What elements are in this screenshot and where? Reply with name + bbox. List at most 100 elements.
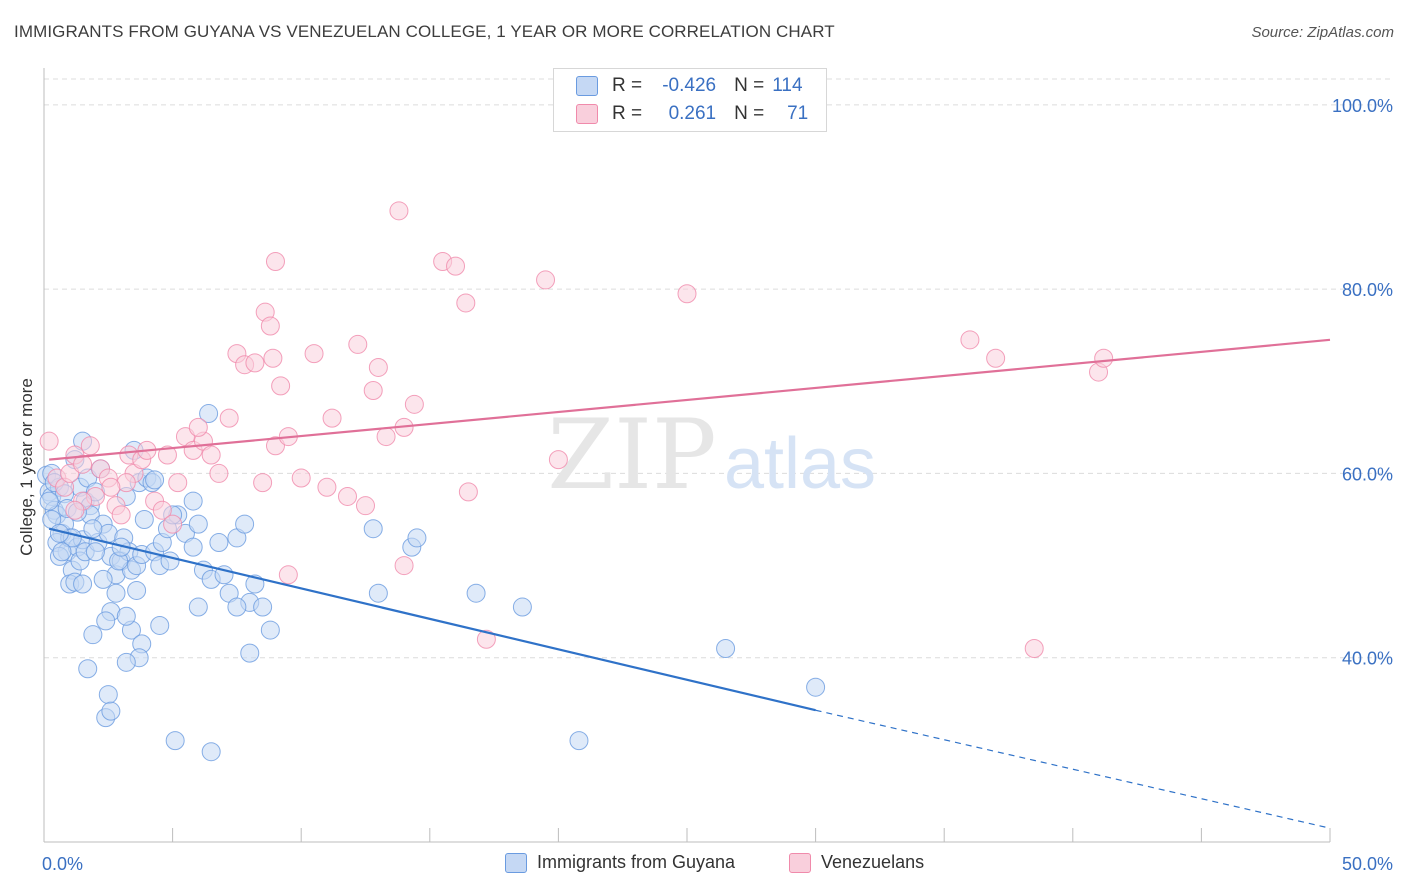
venezuelan-point	[265, 436, 285, 456]
venezuelan-point	[253, 473, 273, 493]
guyana-point	[183, 537, 203, 557]
venezuelan-point	[356, 496, 375, 516]
venezuelan-point	[245, 353, 265, 373]
venezuelan-point	[317, 477, 337, 497]
venezuelan-point	[548, 450, 568, 470]
guyana-point	[188, 597, 208, 617]
venezuelan-point	[73, 454, 93, 474]
y-tick-label: 100.0%	[1332, 96, 1393, 116]
venezuelan-point	[368, 357, 388, 377]
guyana-point	[116, 652, 136, 672]
venezuelan-point	[304, 344, 324, 364]
guyana-point	[183, 491, 203, 511]
guyana-point	[227, 597, 247, 617]
venezuelan-point	[394, 556, 414, 576]
guyana-point	[716, 639, 736, 658]
r-value-venezuelans: 0.261	[668, 103, 717, 124]
guyana-point	[106, 583, 126, 603]
venezuelans-legend-swatch	[789, 852, 811, 873]
venezuelan-point	[389, 201, 409, 221]
guyana-point	[363, 519, 383, 539]
venezuelan-point	[219, 408, 239, 428]
guyana-point	[466, 583, 486, 603]
venezuelan-point	[536, 270, 556, 290]
watermark-zip: ZIP	[547, 399, 716, 511]
legend-label-guyana: Immigrants from Guyana	[537, 852, 736, 872]
guyana-point	[512, 597, 532, 617]
venezuelan-point	[111, 505, 131, 525]
venezuelan-point	[209, 463, 229, 483]
venezuelan-point	[60, 463, 80, 483]
venezuelan-point	[157, 445, 177, 465]
guyana-swatch	[576, 76, 598, 96]
guyana-point	[127, 580, 147, 600]
guyana-point	[407, 528, 427, 548]
venezuelan-point	[65, 500, 85, 520]
guyana-legend-swatch	[505, 852, 527, 873]
venezuelan-point	[677, 284, 697, 304]
venezuelan-point	[265, 252, 285, 271]
guyana-point	[160, 551, 180, 571]
y-tick-label: 40.0%	[1342, 649, 1393, 669]
guyana-trend-line	[48, 527, 816, 712]
guyana-point	[253, 597, 273, 617]
venezuelan-point	[322, 408, 342, 428]
n-value-guyana: 114	[772, 75, 803, 96]
guyana-point	[83, 519, 103, 539]
n-label: N =	[734, 75, 765, 96]
venezuelan-trend-line	[49, 338, 1331, 461]
guyana-point	[199, 404, 219, 424]
guyana-point	[806, 677, 826, 697]
r-label: R =	[612, 103, 643, 124]
guyana-point	[569, 731, 589, 751]
chart-source: Source: ZipAtlas.com	[1251, 24, 1394, 41]
guyana-point	[39, 491, 59, 511]
stats-legend: R = -0.426 N = 114 R = 0.261 N = 71	[553, 68, 827, 132]
venezuelan-point	[39, 431, 59, 451]
n-value-venezuelans: 71	[787, 103, 809, 124]
venezuelan-point	[163, 514, 183, 534]
venezuelan-point	[168, 473, 188, 493]
guyana-point	[101, 701, 121, 721]
guyana-point	[52, 542, 72, 562]
venezuelan-point	[456, 293, 476, 313]
guyana-trend-extension	[815, 709, 1331, 829]
guyana-point	[73, 574, 93, 594]
stats-legend-row-venezuelans: R = 0.261 N = 71	[576, 102, 808, 126]
guyana-point	[98, 685, 118, 705]
x-tick-label: 50.0%	[1342, 854, 1393, 874]
stats-legend-row-guyana: R = -0.426 N = 114	[576, 74, 803, 98]
guyana-point	[209, 533, 229, 553]
r-label: R =	[612, 75, 643, 96]
guyana-point	[134, 510, 154, 529]
guyana-point	[83, 625, 103, 645]
guyana-point	[78, 659, 98, 679]
watermark-atlas: atlas	[724, 424, 876, 504]
venezuelan-point	[188, 417, 208, 437]
venezuelans-swatch	[576, 104, 598, 124]
legend-item-guyana[interactable]: Immigrants from Guyana	[505, 852, 735, 873]
guyana-point	[260, 620, 280, 640]
venezuelan-point	[376, 427, 396, 447]
guyana-point	[116, 606, 136, 626]
y-tick-label: 80.0%	[1342, 280, 1393, 300]
venezuelan-point	[80, 436, 100, 456]
venezuelan-point	[263, 348, 283, 368]
y-tick-label: 60.0%	[1342, 464, 1393, 484]
r-value-guyana: -0.426	[662, 75, 717, 96]
guyana-point	[201, 742, 221, 762]
venezuelan-point	[260, 316, 280, 336]
venezuelan-point	[337, 486, 357, 506]
venezuelan-point	[476, 629, 496, 649]
venezuelan-point	[986, 348, 1006, 368]
y-axis-title: College, 1 year or more	[17, 378, 36, 556]
n-label: N =	[734, 103, 765, 124]
venezuelan-point	[1094, 348, 1114, 368]
venezuelan-point	[363, 381, 383, 400]
x-tick-label: 0.0%	[42, 854, 83, 874]
venezuelan-point	[446, 256, 466, 276]
legend-label-venezuelans: Venezuelans	[821, 852, 925, 872]
guyana-point	[96, 611, 116, 631]
legend-item-venezuelans[interactable]: Venezuelans	[789, 852, 924, 873]
